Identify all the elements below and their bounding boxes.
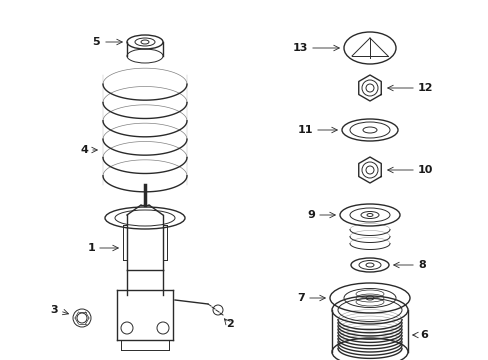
Text: 4: 4 <box>80 145 88 155</box>
Text: 9: 9 <box>306 210 314 220</box>
Text: 2: 2 <box>225 319 233 329</box>
Text: 10: 10 <box>417 165 432 175</box>
Text: 3: 3 <box>50 305 58 315</box>
Text: 6: 6 <box>419 330 427 340</box>
Text: 11: 11 <box>297 125 312 135</box>
Text: 8: 8 <box>417 260 425 270</box>
Text: 7: 7 <box>297 293 305 303</box>
Text: 1: 1 <box>87 243 95 253</box>
Text: 12: 12 <box>417 83 433 93</box>
Text: 5: 5 <box>92 37 100 47</box>
Text: 13: 13 <box>292 43 307 53</box>
